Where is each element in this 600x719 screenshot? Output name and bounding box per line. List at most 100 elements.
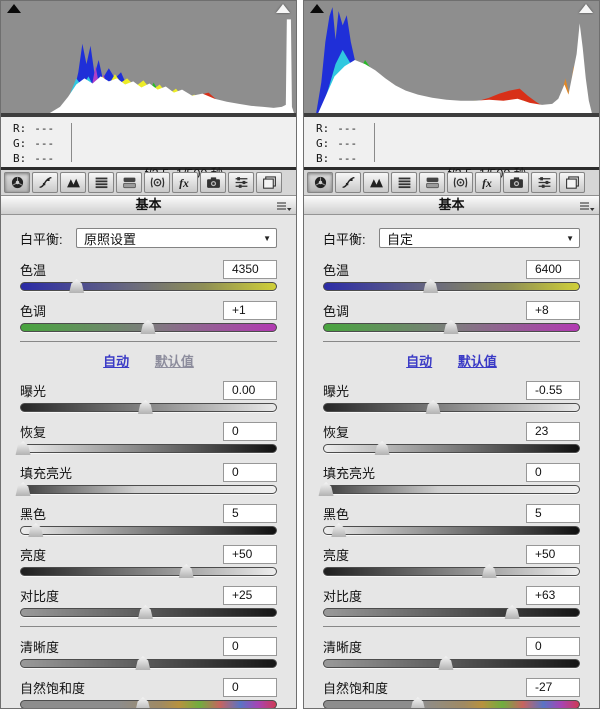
slider-track-contrast[interactable]: [20, 605, 277, 619]
slider-value-tint[interactable]: +1: [223, 300, 277, 320]
slider-thumb-contrast[interactable]: [137, 605, 153, 619]
slider-value-recovery[interactable]: 0: [223, 421, 277, 441]
slider-value-brightness[interactable]: +50: [223, 544, 277, 564]
slider-thumb-temperature[interactable]: [423, 279, 439, 293]
tab-button-hsl-grayscale[interactable]: [88, 172, 114, 193]
slider-track-brightness[interactable]: [323, 564, 580, 578]
tab-button-effects-fx[interactable]: fx: [172, 172, 198, 193]
slider-track-exposure[interactable]: [323, 400, 580, 414]
slider-track-tint[interactable]: [20, 320, 277, 334]
slider-value-tint[interactable]: +8: [526, 300, 580, 320]
highlight-clipping-warning-icon[interactable]: [276, 4, 290, 13]
svg-text:fx: fx: [179, 177, 189, 189]
slider-value-recovery[interactable]: 23: [526, 421, 580, 441]
slider-track-clarity[interactable]: [323, 656, 580, 670]
slider-track-temperature[interactable]: [323, 279, 580, 293]
tab-button-presets[interactable]: [531, 172, 557, 193]
slider-thumb-brightness[interactable]: [178, 564, 194, 578]
tab-button-detail-sharpen[interactable]: [363, 172, 389, 193]
slider-track-blacks[interactable]: [20, 523, 277, 537]
slider-track-blacks[interactable]: [323, 523, 580, 537]
slider-value-blacks[interactable]: 5: [223, 503, 277, 523]
slider-row-tint: 色调 +8: [323, 300, 580, 334]
slider-track-clarity[interactable]: [20, 656, 277, 670]
slider-thumb-vibrance[interactable]: [410, 697, 426, 708]
slider-label-blacks: 黑色: [323, 506, 350, 522]
panel-flyout-menu-icon[interactable]: [276, 199, 292, 217]
auto-link[interactable]: 自动: [103, 354, 130, 369]
slider-value-clarity[interactable]: 0: [223, 636, 277, 656]
slider-thumb-vibrance[interactable]: [135, 697, 151, 708]
g-label: G:: [13, 137, 27, 150]
slider-value-clarity[interactable]: 0: [526, 636, 580, 656]
slider-value-exposure[interactable]: -0.55: [526, 380, 580, 400]
slider-thumb-clarity[interactable]: [438, 656, 454, 670]
slider-thumb-exposure[interactable]: [425, 400, 441, 414]
slider-value-brightness[interactable]: +50: [526, 544, 580, 564]
slider-track-fill-light[interactable]: [318, 482, 580, 496]
tab-button-detail-sharpen[interactable]: [60, 172, 86, 193]
white-balance-dropdown[interactable]: 原照设置 ▼: [76, 228, 277, 248]
slider-value-fill-light[interactable]: 0: [526, 462, 580, 482]
slider-label-brightness: 亮度: [323, 547, 350, 563]
slider-value-contrast[interactable]: +63: [526, 585, 580, 605]
highlight-clipping-warning-icon[interactable]: [579, 4, 593, 13]
tab-button-camera-calibration[interactable]: [200, 172, 226, 193]
slider-value-blacks[interactable]: 5: [526, 503, 580, 523]
slider-thumb-fill-light[interactable]: [15, 482, 31, 496]
slider-row-tint: 色调 +1: [20, 300, 277, 334]
slider-track-vibrance[interactable]: [20, 697, 277, 708]
slider-value-exposure[interactable]: 0.00: [223, 380, 277, 400]
slider-track-recovery[interactable]: [15, 441, 277, 455]
tab-button-camera-calibration[interactable]: [503, 172, 529, 193]
default-link[interactable]: 默认值: [457, 354, 497, 369]
tab-button-split-toning[interactable]: [419, 172, 445, 193]
slider-label-temperature: 色温: [20, 262, 47, 278]
tab-button-lens-corrections[interactable]: [447, 172, 473, 193]
tab-button-snapshots[interactable]: [559, 172, 585, 193]
tab-button-basic-aperture[interactable]: [307, 172, 333, 193]
tab-button-snapshots[interactable]: [256, 172, 282, 193]
tab-button-presets[interactable]: [228, 172, 254, 193]
slider-value-vibrance[interactable]: 0: [223, 677, 277, 697]
slider-thumb-temperature[interactable]: [69, 279, 85, 293]
slider-thumb-blacks[interactable]: [331, 523, 347, 537]
shadow-clipping-warning-icon[interactable]: [7, 4, 21, 13]
slider-thumb-blacks[interactable]: [28, 523, 44, 537]
slider-track-contrast[interactable]: [323, 605, 580, 619]
panel-flyout-menu-icon[interactable]: [579, 199, 595, 217]
g-value: ---: [34, 137, 55, 150]
slider-thumb-fill-light[interactable]: [318, 482, 334, 496]
default-link[interactable]: 默认值: [154, 354, 194, 369]
tab-button-tone-curve[interactable]: [335, 172, 361, 193]
tab-button-tone-curve[interactable]: [32, 172, 58, 193]
slider-thumb-exposure[interactable]: [137, 400, 153, 414]
slider-thumb-brightness[interactable]: [481, 564, 497, 578]
tab-button-basic-aperture[interactable]: [4, 172, 30, 193]
slider-value-temperature[interactable]: 6400: [526, 259, 580, 279]
slider-thumb-tint[interactable]: [140, 320, 156, 334]
slider-track-fill-light[interactable]: [15, 482, 277, 496]
slider-track-brightness[interactable]: [20, 564, 277, 578]
slider-thumb-contrast[interactable]: [504, 605, 520, 619]
tab-button-effects-fx[interactable]: fx: [475, 172, 501, 193]
slider-thumb-clarity[interactable]: [135, 656, 151, 670]
tab-button-lens-corrections[interactable]: [144, 172, 170, 193]
slider-thumb-tint[interactable]: [443, 320, 459, 334]
slider-track-recovery[interactable]: [323, 441, 580, 455]
slider-thumb-recovery[interactable]: [374, 441, 390, 455]
slider-track-vibrance[interactable]: [323, 697, 580, 708]
slider-value-temperature[interactable]: 4350: [223, 259, 277, 279]
auto-link[interactable]: 自动: [406, 354, 433, 369]
slider-track-tint[interactable]: [323, 320, 580, 334]
slider-track-exposure[interactable]: [20, 400, 277, 414]
tab-button-hsl-grayscale[interactable]: [391, 172, 417, 193]
slider-value-vibrance[interactable]: -27: [526, 677, 580, 697]
shadow-clipping-warning-icon[interactable]: [310, 4, 324, 13]
slider-value-contrast[interactable]: +25: [223, 585, 277, 605]
slider-value-fill-light[interactable]: 0: [223, 462, 277, 482]
tab-button-split-toning[interactable]: [116, 172, 142, 193]
white-balance-dropdown[interactable]: 自定 ▼: [379, 228, 580, 248]
slider-thumb-recovery[interactable]: [15, 441, 31, 455]
slider-track-temperature[interactable]: [20, 279, 277, 293]
